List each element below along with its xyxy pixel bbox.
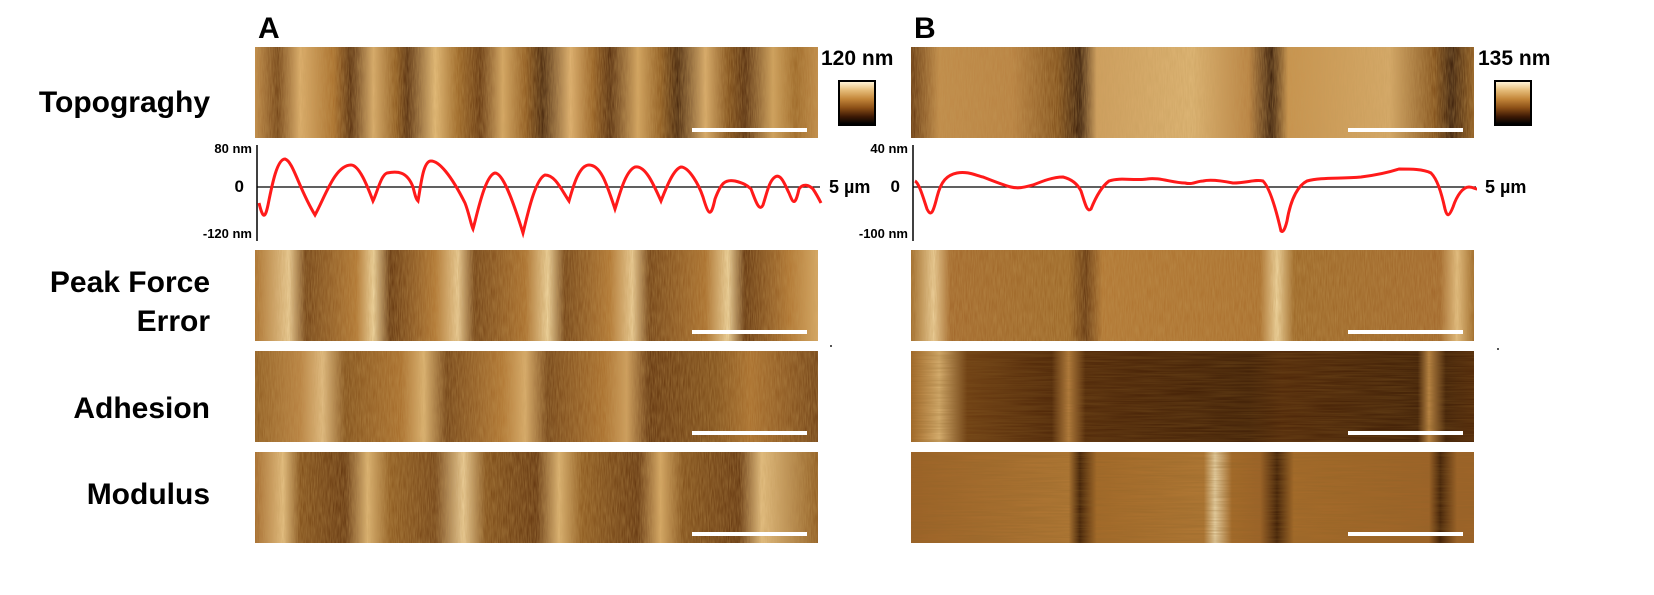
colorbar-title-b: 135 nm [1478, 47, 1551, 70]
panel-a-modulus-image [255, 452, 818, 543]
profile-b-curve [914, 167, 1478, 233]
scale-bar [692, 532, 807, 536]
scale-bar [692, 330, 807, 334]
profile-a-ymax-label: 80 nm [214, 141, 252, 156]
row-label-peak-force-line2: Error [136, 305, 210, 338]
panel-a-adhesion-image [255, 351, 818, 442]
colorbar-title-a: 120 nm [821, 47, 894, 70]
profile-a-curve [257, 157, 823, 239]
panel-letter-a: A [258, 12, 280, 45]
scale-bar [1348, 431, 1463, 435]
row-label-modulus: Modulus [86, 478, 210, 511]
panel-b-peak-force-error-image [911, 250, 1474, 341]
scale-bar [1348, 532, 1463, 536]
profile-b-zero-label: 0 [890, 177, 900, 196]
scale-bar [1348, 330, 1463, 334]
profile-a-ymin-label: -120 nm [202, 226, 252, 241]
panel-a-topography-image [255, 47, 818, 138]
profile-a-zero-label: 0 [234, 177, 244, 196]
scale-bar [692, 431, 807, 435]
scale-bar [1348, 128, 1463, 132]
profile-a-plot [256, 145, 823, 241]
panel-b-topography-image [911, 47, 1474, 138]
panel-a-peak-force-error-image [255, 250, 818, 341]
row-label-peak-force-line1: Peak Force [49, 266, 210, 299]
profile-b-ymax-label: 40 nm [870, 141, 908, 156]
profile-b-plot [912, 145, 1478, 241]
row-label-topography: Topograghy [38, 86, 210, 119]
stray-dot [1497, 348, 1499, 350]
colorbar-b-icon [1494, 80, 1532, 126]
profile-b-ymin-label: -100 nm [858, 226, 908, 241]
row-label-adhesion: Adhesion [73, 392, 210, 425]
stray-dot [830, 345, 832, 347]
panel-b-modulus-image [911, 452, 1474, 543]
panel-letter-b: B [914, 12, 936, 45]
profile-b-xend-label: 5 µm [1485, 177, 1527, 197]
scale-bar [692, 128, 807, 132]
colorbar-a-icon [838, 80, 876, 126]
panel-b-adhesion-image [911, 351, 1474, 442]
profile-a-xend-label: 5 µm [829, 177, 871, 197]
